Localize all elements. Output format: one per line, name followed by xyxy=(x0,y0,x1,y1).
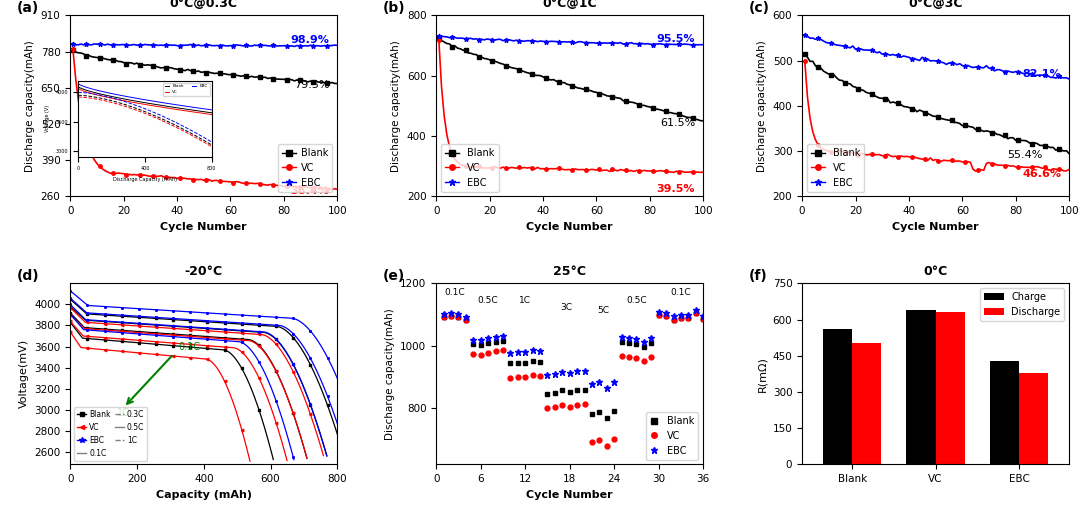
Text: 46.6%: 46.6% xyxy=(1022,169,1062,179)
Legend: Blank, VC, EBC, 0.1C, 0.3C, 0.5C, 1C: Blank, VC, EBC, 0.1C, 0.3C, 0.5C, 1C xyxy=(75,407,147,461)
Title: 0°C: 0°C xyxy=(923,265,948,278)
Text: 61.5%: 61.5% xyxy=(660,118,696,127)
Legend: Charge, Discharge: Charge, Discharge xyxy=(981,288,1064,321)
Text: (d): (d) xyxy=(17,269,39,283)
X-axis label: Cycle Number: Cycle Number xyxy=(892,222,978,232)
Y-axis label: Discharge capacity(mAh): Discharge capacity(mAh) xyxy=(25,40,36,172)
Text: 39.5%: 39.5% xyxy=(657,184,696,194)
Y-axis label: Discharge capacity(mAh): Discharge capacity(mAh) xyxy=(384,308,394,440)
Legend: Blank, VC, EBC: Blank, VC, EBC xyxy=(278,144,333,191)
Text: 5C: 5C xyxy=(597,305,609,315)
Title: 0°C@3C: 0°C@3C xyxy=(908,0,963,10)
Text: (c): (c) xyxy=(748,1,770,15)
Bar xyxy=(823,329,852,464)
Bar xyxy=(1020,373,1049,464)
Text: (a): (a) xyxy=(17,1,39,15)
Title: 0°C@1C: 0°C@1C xyxy=(542,0,597,10)
Text: 0.1C: 0.1C xyxy=(671,288,691,297)
Legend: Blank, VC, EBC: Blank, VC, EBC xyxy=(646,412,699,460)
Title: -20°C: -20°C xyxy=(185,265,222,278)
Text: 36.4%: 36.4% xyxy=(291,186,329,196)
Title: 25°C: 25°C xyxy=(553,265,586,278)
X-axis label: Cycle Number: Cycle Number xyxy=(526,222,613,232)
Text: 0.5C: 0.5C xyxy=(626,296,647,305)
Bar xyxy=(990,361,1020,464)
Y-axis label: Discharge capacity(mAh): Discharge capacity(mAh) xyxy=(757,40,767,172)
Text: 0.1C: 0.1C xyxy=(444,288,465,297)
Text: 82.1%: 82.1% xyxy=(1023,69,1062,78)
Text: 1C: 1C xyxy=(519,296,531,305)
Y-axis label: Voltage(mV): Voltage(mV) xyxy=(18,340,29,409)
Text: (e): (e) xyxy=(382,269,405,283)
Legend: Blank, VC, EBC: Blank, VC, EBC xyxy=(441,144,499,191)
X-axis label: Capacity (mAh): Capacity (mAh) xyxy=(156,490,252,499)
Text: 3C: 3C xyxy=(561,303,572,312)
Text: 0.1C: 0.1C xyxy=(178,342,201,352)
Text: (b): (b) xyxy=(382,1,405,15)
Y-axis label: Discharge capacity(mAh): Discharge capacity(mAh) xyxy=(391,40,402,172)
Text: 1C: 1C xyxy=(117,408,130,418)
Bar xyxy=(852,343,881,464)
Bar xyxy=(935,312,964,464)
Text: (f): (f) xyxy=(748,269,768,283)
Text: 55.4%: 55.4% xyxy=(1008,151,1042,160)
Title: 0°C@0.3C: 0°C@0.3C xyxy=(170,0,238,10)
X-axis label: Cycle Number: Cycle Number xyxy=(161,222,247,232)
Text: 95.5%: 95.5% xyxy=(657,34,696,44)
Text: 0.5C: 0.5C xyxy=(477,296,498,305)
Legend: Blank, VC, EBC: Blank, VC, EBC xyxy=(807,144,864,191)
Bar xyxy=(906,310,935,464)
X-axis label: Cycle Number: Cycle Number xyxy=(526,490,613,499)
Y-axis label: R(mΩ): R(mΩ) xyxy=(757,356,767,392)
Text: 98.9%: 98.9% xyxy=(291,35,329,45)
Text: 79.5%: 79.5% xyxy=(294,80,329,90)
